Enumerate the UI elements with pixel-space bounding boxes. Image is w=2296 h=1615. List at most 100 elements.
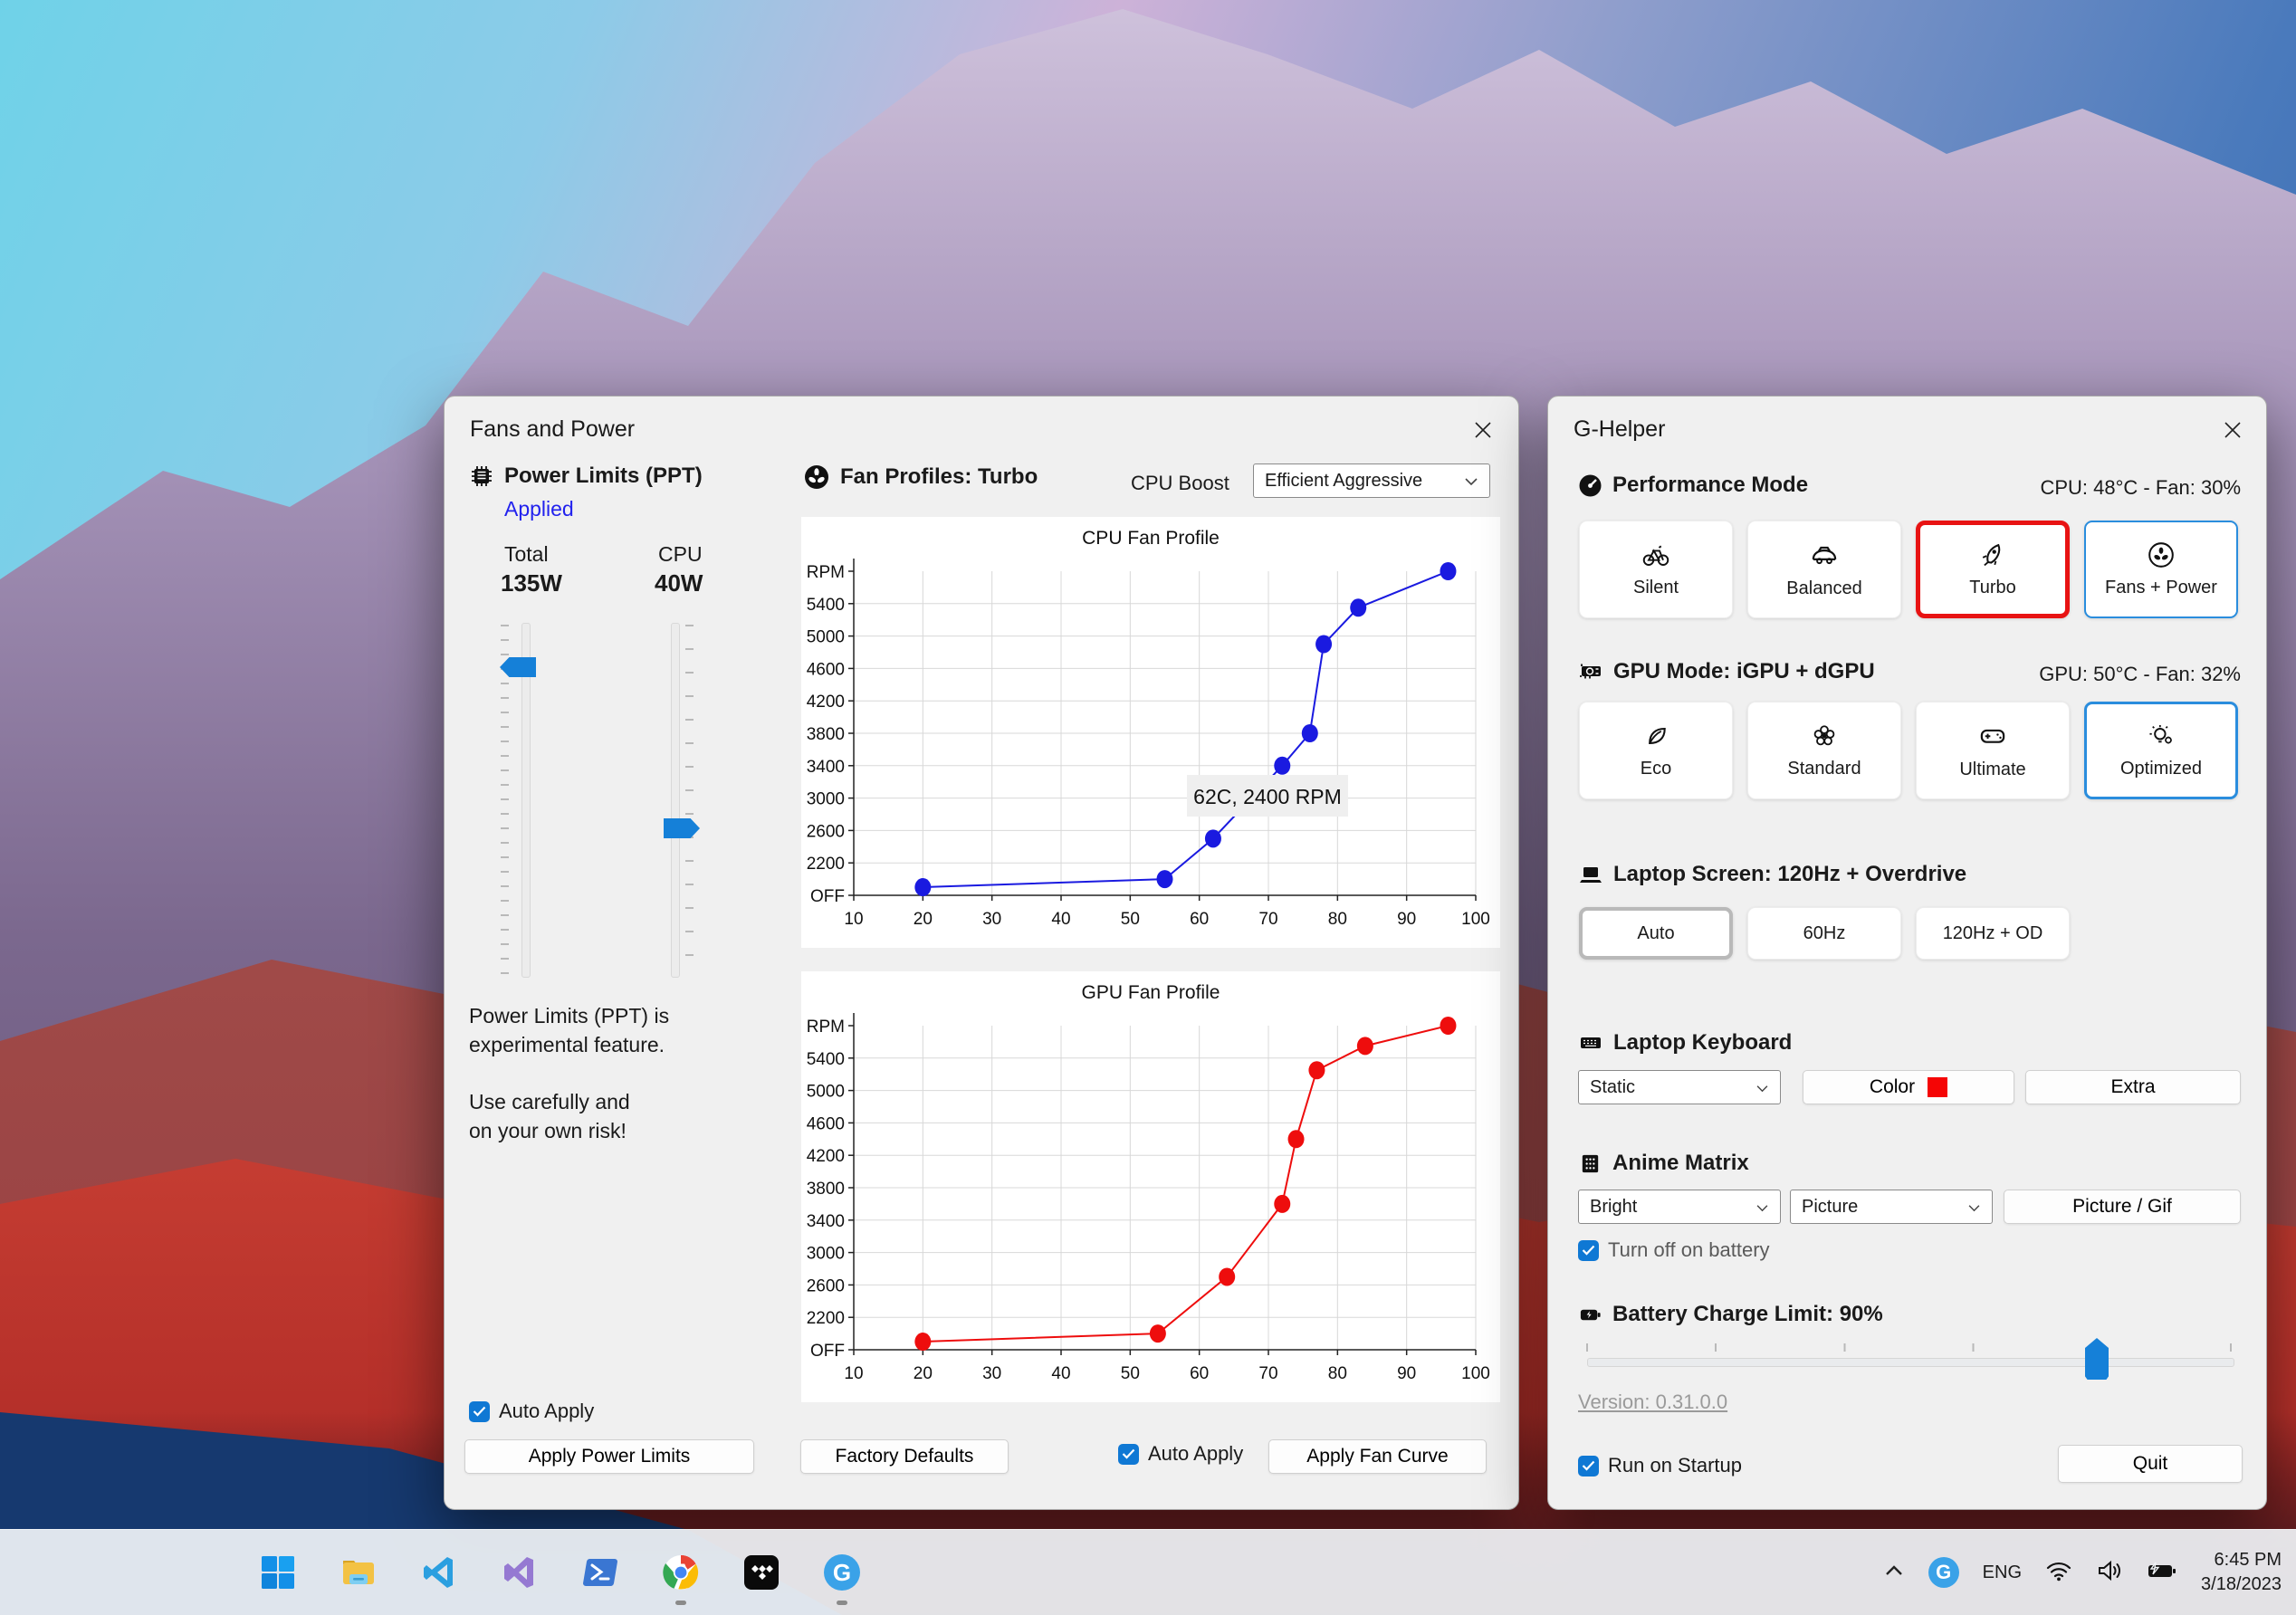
total-slider-thumb[interactable] [500,657,536,677]
clock[interactable]: 6:45 PM 3/18/2023 [2201,1548,2282,1597]
fan-curve-point[interactable] [1274,756,1291,775]
apply-power-limits-button[interactable]: Apply Power Limits [464,1439,754,1474]
keyboard-color-button[interactable]: Color [1803,1070,2014,1104]
powershell-icon[interactable] [579,1551,622,1594]
screen-auto-label: Auto [1637,922,1675,943]
fan-curve-point[interactable] [1350,598,1367,617]
battery-bolt-icon [1580,1309,1601,1320]
matrix-picture-gif-button[interactable]: Picture / Gif [2004,1190,2241,1224]
bulb-gear-icon [2149,725,2172,744]
gpu-eco-button[interactable]: Eco [1579,702,1733,799]
fan-curve-point[interactable] [1315,635,1333,654]
cpu-slider-thumb[interactable] [664,818,700,838]
cpu-slider-track[interactable] [671,623,680,978]
battery-charging-icon[interactable] [2147,1560,2177,1586]
svg-text:100: 100 [1461,910,1490,929]
svg-text:4200: 4200 [807,693,845,712]
fan-curve-point[interactable] [1301,724,1318,742]
power-auto-apply-checkbox[interactable]: Auto Apply [469,1400,594,1423]
svg-text:50: 50 [1121,1364,1140,1383]
laptop-keyboard-heading: Laptop Keyboard [1578,1030,1792,1056]
battery-slider-thumb[interactable] [2085,1338,2109,1380]
g-helper-window: G-Helper Performance Mode CPU: 48°C - Fa… [1547,396,2267,1510]
gpu-card-icon [1580,664,1601,679]
total-slider-track[interactable] [521,623,531,978]
g-helper-tray-icon[interactable]: G [1928,1557,1959,1588]
fan-curve-tooltip: 62C, 2400 RPM [1187,775,1348,817]
close-icon[interactable] [2221,418,2244,442]
mode-fans-power-button[interactable]: Fans + Power [2084,521,2238,618]
factory-defaults-button[interactable]: Factory Defaults [800,1439,1009,1474]
mode-silent-button[interactable]: Silent [1579,521,1733,618]
cpu-boost-label: CPU Boost [1131,472,1229,494]
matrix-brightness-dropdown[interactable]: Bright [1578,1190,1781,1224]
fans-window-title[interactable]: Fans and Power [470,416,636,442]
run-on-startup-checkbox[interactable]: Run on Startup [1578,1454,1742,1477]
checkbox-checked-icon[interactable] [1578,1239,1599,1261]
tray-chevron-up-icon[interactable] [1883,1563,1905,1582]
svg-text:10: 10 [844,910,863,929]
fan-auto-apply-checkbox[interactable]: Auto Apply [1118,1442,1243,1466]
fan-curve-point[interactable] [1356,1037,1373,1056]
fan-curve-point[interactable] [1440,1017,1457,1035]
mode-balanced-button[interactable]: Balanced [1747,521,1901,618]
version-link[interactable]: Version: 0.31.0.0 [1578,1390,1728,1413]
chrome-icon[interactable] [659,1551,703,1605]
fan-curve-point[interactable] [914,1333,932,1352]
fan-curve-point[interactable] [914,878,932,897]
cpu-fan-profile-chart[interactable]: CPU Fan Profile OFF 2200 2600 3000 3400 3800 42… [801,517,1500,948]
g-helper-taskbar-icon[interactable]: G [820,1551,864,1605]
matrix-mode-value: Picture [1802,1196,1859,1217]
gpu-fan-profile-chart[interactable]: GPU Fan Profile OFF 2200 2600 3000 3400 3800 42… [801,971,1500,1402]
tray-time: 6:45 PM [2214,1550,2282,1570]
tidal-icon[interactable] [740,1551,783,1594]
svg-text:50: 50 [1121,910,1140,929]
gpu-mode-heading: GPU Mode: iGPU + dGPU [1578,659,1875,684]
visual-studio-icon[interactable] [498,1551,541,1594]
fan-curve-point[interactable] [1219,1267,1236,1286]
checkbox-checked-icon[interactable] [469,1400,490,1422]
battery-slider-track[interactable] [1587,1358,2234,1367]
fan-curve-point[interactable] [1204,829,1221,848]
file-explorer-icon[interactable] [337,1551,380,1594]
ghelper-window-title[interactable]: G-Helper [1574,416,1666,442]
close-icon[interactable] [1471,418,1495,442]
anime-matrix-heading: Anime Matrix [1578,1151,1749,1176]
note-line-2: experimental feature. [469,1033,665,1056]
keyboard-extra-button[interactable]: Extra [2025,1070,2241,1104]
mode-turbo-button[interactable]: Turbo [1916,521,2070,618]
gpu-optimized-button[interactable]: Optimized [2084,702,2238,799]
gpu-ultimate-button[interactable]: Ultimate [1916,702,2070,799]
checkbox-checked-icon[interactable] [1578,1455,1599,1476]
checkbox-checked-icon[interactable] [1118,1443,1139,1465]
fan-curve-point[interactable] [1274,1194,1291,1213]
battery-slider-ticks [1586,1343,2234,1352]
fan-curve-point[interactable] [1440,562,1457,580]
quit-button[interactable]: Quit [2058,1445,2243,1483]
fan-curve-point[interactable] [1287,1130,1305,1149]
running-indicator [837,1601,847,1605]
bicycle-icon [1642,545,1669,566]
keyboard-mode-dropdown[interactable]: Static [1578,1070,1781,1104]
power-auto-apply-label: Auto Apply [499,1400,595,1422]
fan-curve-point[interactable] [1308,1061,1325,1080]
svg-text:60: 60 [1190,910,1209,929]
apply-fan-curve-button[interactable]: Apply Fan Curve [1268,1439,1487,1474]
fans-and-power-window: Fans and Power Power Limits (PPT) Applie… [444,396,1519,1510]
wifi-icon[interactable] [2045,1560,2072,1586]
matrix-mode-dropdown[interactable]: Picture [1790,1190,1993,1224]
screen-120hz-od-button[interactable]: 120Hz + OD [1916,907,2070,960]
fan-curve-point[interactable] [1156,870,1173,889]
speaker-icon[interactable] [2096,1559,2123,1587]
screen-auto-button[interactable]: Auto [1579,907,1733,960]
cpu-boost-dropdown[interactable]: Efficient Aggressive [1253,463,1490,498]
screen-60hz-button[interactable]: 60Hz [1747,907,1901,960]
vscode-icon[interactable] [417,1551,461,1594]
turn-off-on-battery-label: Turn off on battery [1608,1238,1770,1261]
gpu-standard-button[interactable]: Standard [1747,702,1901,799]
fan-curve-point[interactable] [1149,1324,1166,1343]
fan-profiles-heading: Fan Profiles: Turbo [803,463,1038,491]
turn-off-on-battery-checkbox[interactable]: Turn off on battery [1578,1238,1770,1262]
start-button-icon[interactable] [256,1551,300,1594]
language-indicator[interactable]: ENG [1982,1562,2023,1582]
